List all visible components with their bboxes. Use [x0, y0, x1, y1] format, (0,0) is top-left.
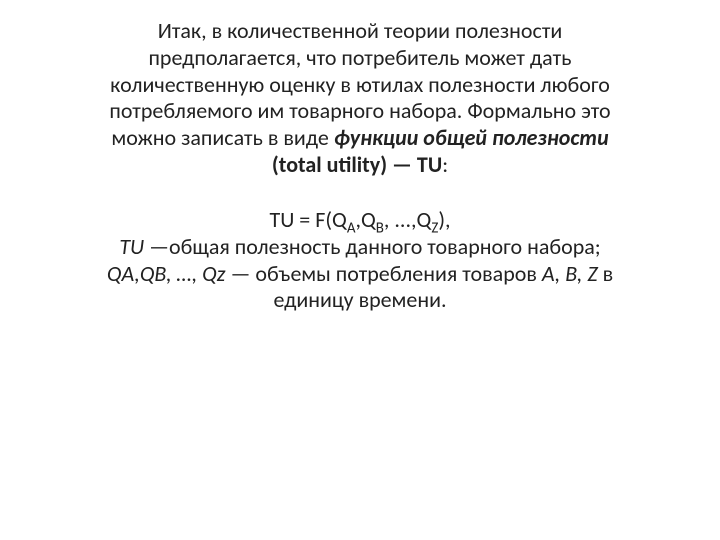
definition-line: QA,QB, …, Qz — объемы потребления товаро… — [48, 261, 672, 288]
formula-text: ), — [438, 206, 450, 233]
italic-text: A, B, Z — [542, 260, 603, 287]
italic-text: QA,QB, …, Qz — [107, 260, 231, 287]
definition-line: TU —общая полезность данного товарного н… — [48, 234, 672, 261]
text-line: единицу времени. — [273, 286, 446, 313]
formula-text: , ...,Q — [384, 206, 431, 233]
text-line: : — [442, 151, 448, 178]
text-line: потребляемого им товарного набора. Форма… — [109, 97, 610, 124]
formula-text: TU = F(Q — [269, 206, 346, 233]
text-line: количественную оценку в ютилах полезност… — [110, 71, 610, 98]
text-line: можно записать в виде — [111, 124, 334, 151]
text-line: —общая полезность данного товарного набо… — [149, 233, 601, 260]
text-line: Итак, в количественной теории полезности — [158, 17, 563, 44]
formula-text: ,Q — [355, 206, 375, 233]
text-line: — объемы потребления товаров — [230, 260, 541, 287]
text-line: в — [603, 260, 614, 287]
italic-text: TU — [119, 233, 149, 260]
formula-line: TU = F(QA,QB, ...,QZ), — [48, 207, 672, 234]
definition-line: единицу времени. — [48, 287, 672, 314]
text-bold: (total utility) — TU — [272, 151, 442, 178]
text-line: предполагается, что потребитель может да… — [148, 44, 571, 71]
text-bold: функции общей полезности — [334, 124, 609, 151]
formula-block: TU = F(QA,QB, ...,QZ), TU —общая полезно… — [48, 207, 672, 314]
text-body: Итак, в количественной теории полезности… — [48, 18, 672, 314]
paragraph-intro: Итак, в количественной теории полезности… — [48, 18, 672, 179]
